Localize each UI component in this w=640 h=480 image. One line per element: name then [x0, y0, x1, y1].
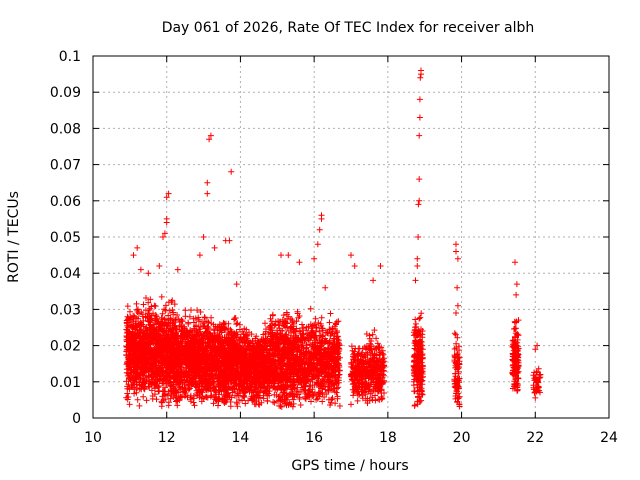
y-tick-label: 0.05	[50, 230, 81, 246]
x-axis-title: GPS time / hours	[291, 458, 408, 474]
y-tick-label: 0.1	[59, 49, 81, 65]
x-tick-label: 14	[232, 430, 250, 446]
scatter-markers	[123, 67, 544, 410]
y-tick-labels: 0 0.01 0.02 0.03 0.04 0.05 0.06 0.07 0.08 0.09 0.1	[50, 49, 81, 427]
y-tick-label: 0.07	[50, 158, 81, 174]
x-tick-labels: 10 12 14 16 18 20 22 24	[84, 430, 618, 446]
y-tick-label: 0.03	[50, 302, 81, 318]
x-tick-label: 10	[84, 430, 102, 446]
axis-ticks	[92, 55, 610, 419]
data-points	[123, 67, 544, 410]
x-tick-label: 12	[158, 430, 176, 446]
x-tick-label: 22	[526, 430, 544, 446]
chart-title: Day 061 of 2026, Rate Of TEC Index for r…	[162, 20, 535, 36]
y-tick-label: 0.09	[50, 85, 81, 101]
y-tick-label: 0.06	[50, 194, 81, 210]
x-tick-label: 16	[305, 430, 323, 446]
y-tick-label: 0.04	[50, 266, 81, 282]
x-tick-label: 24	[600, 430, 618, 446]
y-tick-label: 0.02	[50, 339, 81, 355]
x-tick-label: 18	[379, 430, 397, 446]
y-axis-title: ROTI / TECUs	[6, 191, 22, 283]
y-tick-label: 0.08	[50, 121, 81, 137]
x-tick-label: 20	[453, 430, 471, 446]
y-tick-label: 0.01	[50, 375, 81, 391]
y-tick-label: 0	[72, 411, 81, 427]
